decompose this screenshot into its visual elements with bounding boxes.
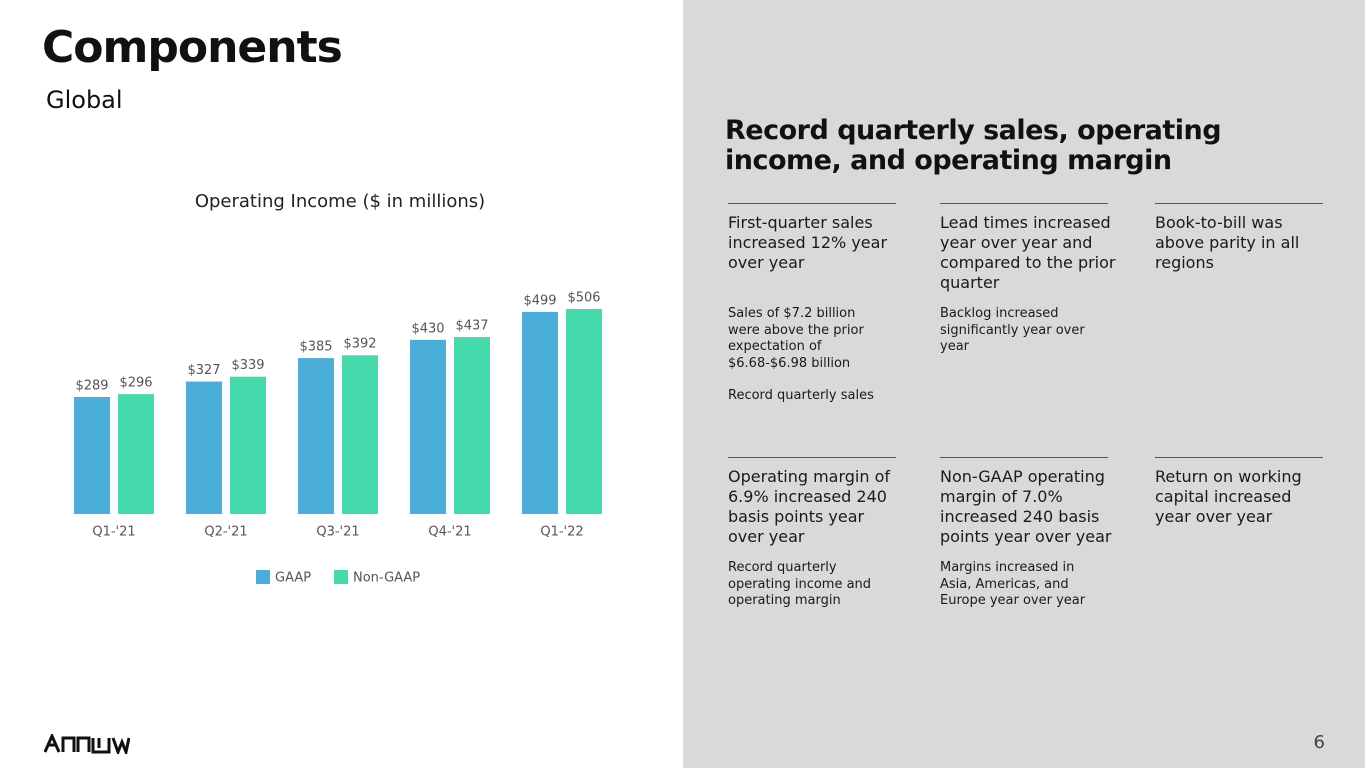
value-label: $430 — [411, 321, 444, 336]
value-label: $385 — [299, 340, 332, 355]
bar — [342, 355, 378, 514]
x-tick-label: Q3-'21 — [316, 525, 359, 540]
page-number: 6 — [1313, 732, 1325, 753]
legend-swatch — [334, 570, 348, 584]
divider — [940, 203, 1108, 204]
value-label: $339 — [231, 358, 264, 373]
item-detail: Backlog increased significantly year ove… — [940, 306, 1085, 354]
slide-title: Components — [42, 22, 343, 73]
item-detail: Margins increased in Asia, Americas, and… — [940, 560, 1086, 608]
item-detail: Record quarterly sales — [728, 388, 874, 403]
value-label: $296 — [119, 376, 152, 391]
x-tick-label: Q1-'21 — [92, 525, 135, 540]
bar — [566, 309, 602, 514]
divider — [940, 457, 1108, 458]
x-tick-label: Q1-'22 — [540, 525, 583, 540]
slide-subtitle: Global — [46, 86, 123, 114]
bar — [454, 337, 490, 514]
item-details: Backlog increased significantly year ove… — [940, 306, 1090, 372]
value-label: $499 — [523, 293, 556, 308]
value-label: $327 — [187, 363, 220, 378]
item-heading: Book-to-bill was above parity in all reg… — [1155, 213, 1300, 272]
legend-swatch — [256, 570, 270, 584]
divider — [728, 203, 896, 204]
chart: Operating Income ($ in millions) Q1-'21 $… — [74, 191, 602, 586]
divider — [728, 457, 896, 458]
divider — [1155, 203, 1323, 204]
item-details: Record quarterly operating income and op… — [728, 560, 878, 626]
x-tick-label: Q4-'21 — [428, 525, 471, 540]
bar — [74, 396, 110, 514]
item-details: Sales of $7.2 billion were above the pri… — [728, 306, 878, 421]
item-detail: Record quarterly operating income and op… — [728, 560, 872, 608]
bar — [522, 311, 558, 514]
bar — [186, 381, 222, 514]
item-detail: Sales of $7.2 billion were above the pri… — [728, 306, 864, 371]
value-label: $437 — [455, 319, 488, 334]
legend-label: GAAP — [275, 571, 311, 586]
logo — [44, 734, 130, 754]
right-panel — [683, 0, 1365, 768]
item-details: Margins increased in Asia, Americas, and… — [940, 560, 1090, 626]
item-heading: Operating margin of 6.9% increased 240 b… — [728, 467, 891, 546]
bar — [298, 358, 334, 514]
item-heading: First-quarter sales increased 12% year o… — [728, 213, 888, 272]
bar — [118, 394, 154, 514]
value-label: $392 — [343, 337, 376, 352]
bar — [410, 339, 446, 514]
value-label: $506 — [567, 291, 600, 306]
panel-title: Record quarterly sales, operating income… — [725, 115, 1222, 176]
item-heading: Lead times increased year over year and … — [940, 213, 1116, 292]
chart-title: Operating Income ($ in millions) — [195, 191, 485, 212]
logo-mark — [44, 734, 130, 754]
value-label: $289 — [75, 378, 108, 393]
legend-label: Non-GAAP — [353, 571, 420, 586]
item-heading: Return on working capital increased year… — [1155, 467, 1302, 526]
item-heading: Non-GAAP operating margin of 7.0% increa… — [940, 467, 1112, 546]
bar — [230, 376, 266, 514]
divider — [1155, 457, 1323, 458]
x-tick-label: Q2-'21 — [204, 525, 247, 540]
